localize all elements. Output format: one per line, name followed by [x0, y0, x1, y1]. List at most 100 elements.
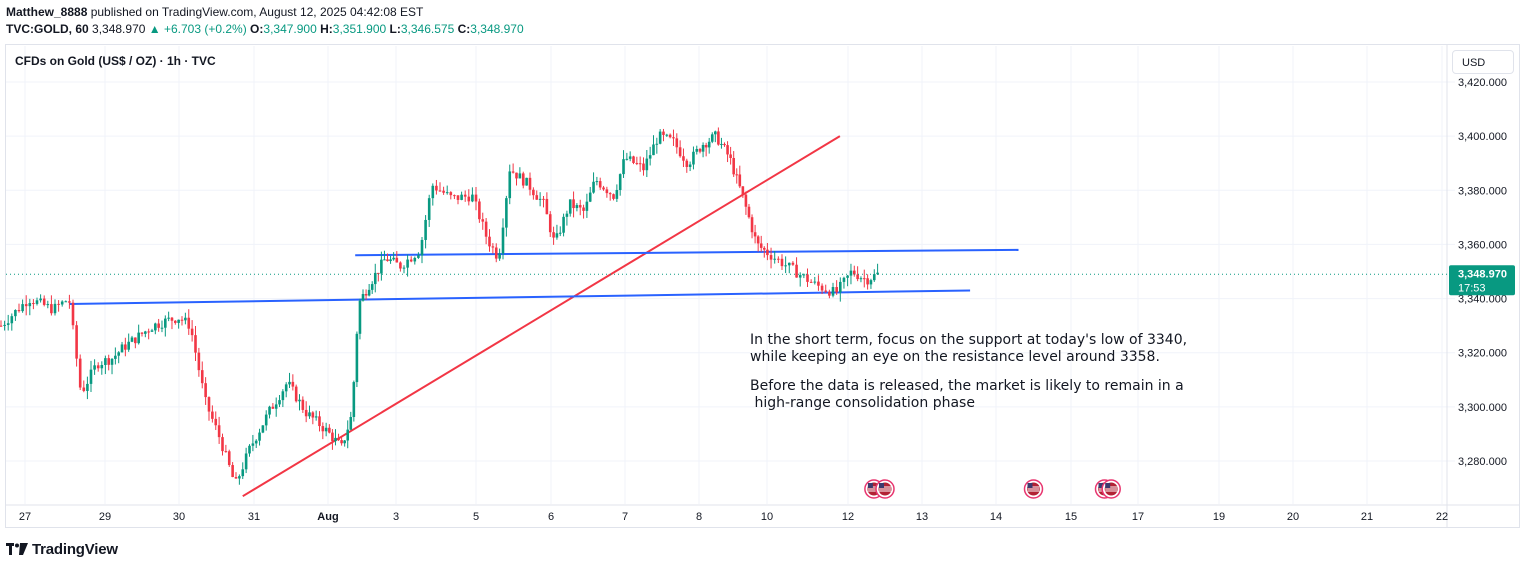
candle-body — [766, 249, 769, 256]
candle-body — [552, 232, 555, 238]
candle-body — [498, 253, 501, 259]
candle-body — [572, 199, 575, 209]
candle-body — [595, 181, 599, 183]
candle-body — [839, 281, 842, 293]
candle-body — [264, 414, 268, 426]
candle-body — [361, 294, 365, 301]
price-tick-label: 3,320.000 — [1458, 348, 1507, 360]
candle-body — [817, 281, 820, 286]
candle-body — [110, 358, 114, 365]
candle-body — [515, 172, 518, 179]
price-tick-label: 3,360.000 — [1458, 239, 1507, 251]
candle-body — [386, 259, 389, 262]
candle-body — [50, 304, 53, 314]
candle-body — [538, 198, 542, 200]
candle-body — [380, 259, 383, 274]
candle-body — [134, 337, 137, 344]
candle-body — [787, 262, 791, 266]
time-tick-label: 7 — [622, 511, 628, 523]
candle-body — [478, 201, 481, 220]
candle-body — [291, 381, 295, 387]
candle-body — [535, 195, 539, 200]
candle-body — [314, 416, 318, 418]
candle-body — [717, 131, 720, 145]
price-tick-label: 3,380.000 — [1458, 185, 1507, 197]
candle-body — [460, 194, 463, 200]
last-value: 3,348.970 — [92, 22, 146, 36]
event-markers — [864, 479, 1121, 499]
time-tick-label: 30 — [173, 511, 185, 523]
candle-body — [130, 337, 134, 342]
candle-body — [68, 301, 71, 303]
tradingview-logo-icon — [6, 543, 28, 555]
candle-body — [308, 412, 311, 417]
time-tick-label: 3 — [393, 511, 399, 523]
time-tick-label: 31 — [248, 511, 260, 523]
candle-body — [474, 194, 478, 202]
candle-body — [406, 259, 409, 268]
candle-body — [409, 259, 413, 262]
candle-body — [144, 331, 147, 334]
candle-body — [301, 399, 305, 410]
candles — [0, 127, 879, 485]
candle-body — [638, 163, 642, 165]
candle-body — [60, 301, 64, 305]
candle-body — [402, 267, 406, 269]
publish-info: Matthew_8888 published on TradingView.co… — [6, 5, 423, 19]
candle-body — [14, 310, 17, 317]
candle-body — [685, 160, 689, 167]
candle-body — [177, 319, 180, 323]
candle-body — [505, 198, 508, 228]
candle-body — [467, 196, 471, 202]
candle-body — [358, 300, 362, 334]
candle-body — [575, 205, 579, 209]
candle-body — [578, 205, 582, 208]
last-price-value: 3,348.970 — [1458, 268, 1507, 280]
time-tick-label: 27 — [19, 511, 31, 523]
time-tick-label: 10 — [761, 511, 773, 523]
candle-body — [355, 333, 359, 383]
candle-body — [628, 156, 632, 159]
analysis-note: In the short term, focus on the support … — [750, 332, 1187, 412]
flag-canton — [1098, 483, 1104, 488]
candle-body — [471, 194, 474, 202]
high-label: H: — [320, 22, 333, 36]
candle-body — [729, 154, 732, 158]
published-text: published on TradingView.com, August 12,… — [87, 5, 424, 19]
candle-body — [548, 214, 552, 233]
candle-body — [311, 412, 315, 418]
currency-button[interactable]: USD — [1452, 50, 1514, 74]
symbol-label: TVC:GOLD, 60 — [6, 22, 89, 36]
candle-body — [726, 145, 729, 155]
time-axis: 27 29 30 31 Aug 3 5 6 7 8 10 12 13 14 15 17 19 20 21 22 — [19, 511, 1448, 523]
candle-body — [773, 258, 776, 260]
chart-title: CFDs on Gold (US$ / OZ) · 1h · TVC — [15, 54, 216, 68]
publisher-name[interactable]: Matthew_8888 — [6, 5, 88, 19]
candle-body — [438, 190, 442, 192]
price-tick-label: 3,300.000 — [1458, 402, 1507, 414]
candle-body — [39, 298, 42, 301]
candle-body — [107, 358, 110, 365]
candle-body — [383, 259, 386, 261]
candle-body — [720, 143, 723, 145]
tradingview-brand[interactable]: TradingView — [6, 540, 118, 558]
candle-body — [521, 173, 525, 186]
candle-body — [413, 257, 417, 262]
candle-body — [562, 216, 565, 233]
flag-canton — [879, 483, 884, 488]
candle-body — [184, 317, 187, 321]
candle-body — [224, 451, 228, 453]
candle-body — [488, 236, 491, 247]
candle-body — [373, 272, 377, 285]
candle-body — [53, 303, 57, 314]
candle-body — [46, 304, 50, 306]
candle-body — [21, 304, 24, 312]
candle-body — [862, 278, 866, 280]
candle-body — [147, 331, 150, 333]
candle-body — [501, 227, 505, 254]
chart-frame[interactable] — [5, 44, 1520, 528]
candle-body — [682, 156, 685, 161]
candle-body — [592, 181, 595, 193]
candle-body — [197, 352, 201, 371]
